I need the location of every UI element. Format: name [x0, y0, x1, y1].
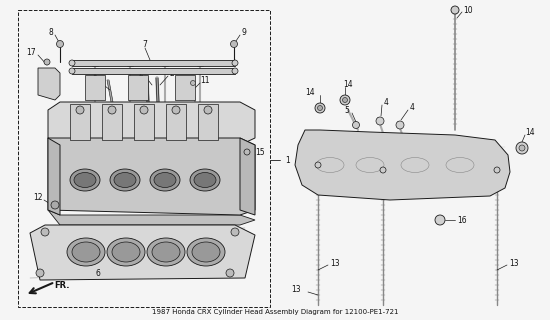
Text: 13: 13 — [509, 259, 519, 268]
Text: 14: 14 — [525, 127, 535, 137]
Circle shape — [108, 106, 116, 114]
Text: 7: 7 — [142, 39, 147, 49]
Ellipse shape — [194, 172, 216, 188]
Bar — [18, 10, 270, 307]
Circle shape — [226, 269, 234, 277]
Ellipse shape — [69, 60, 75, 66]
Ellipse shape — [232, 60, 238, 66]
Circle shape — [44, 59, 50, 65]
Ellipse shape — [74, 172, 96, 188]
Circle shape — [519, 145, 525, 151]
Polygon shape — [48, 210, 255, 225]
Ellipse shape — [147, 238, 185, 266]
Text: 2: 2 — [169, 68, 174, 77]
Ellipse shape — [150, 169, 180, 191]
Text: 16: 16 — [457, 215, 467, 225]
Circle shape — [494, 167, 500, 173]
Circle shape — [317, 106, 322, 110]
Circle shape — [435, 215, 445, 225]
Text: 17: 17 — [26, 47, 36, 57]
Circle shape — [36, 269, 44, 277]
Circle shape — [231, 228, 239, 236]
Circle shape — [353, 122, 360, 129]
Text: 3: 3 — [92, 75, 97, 84]
Circle shape — [343, 98, 348, 102]
Polygon shape — [128, 75, 148, 100]
Polygon shape — [102, 104, 122, 140]
Ellipse shape — [190, 169, 220, 191]
Ellipse shape — [192, 242, 220, 262]
Ellipse shape — [110, 169, 140, 191]
Text: 1987 Honda CRX Cylinder Head Assembly Diagram for 12100-PE1-721: 1987 Honda CRX Cylinder Head Assembly Di… — [152, 309, 398, 315]
Text: 6: 6 — [96, 268, 101, 277]
Ellipse shape — [72, 242, 100, 262]
Circle shape — [376, 117, 384, 125]
Circle shape — [204, 106, 212, 114]
Polygon shape — [72, 68, 235, 74]
Text: 8: 8 — [48, 28, 53, 36]
Circle shape — [190, 81, 195, 85]
Circle shape — [516, 142, 528, 154]
Polygon shape — [175, 75, 195, 100]
Polygon shape — [166, 104, 186, 140]
Polygon shape — [72, 60, 235, 66]
Circle shape — [315, 162, 321, 168]
Polygon shape — [48, 138, 60, 215]
Text: 11: 11 — [200, 76, 210, 84]
Polygon shape — [198, 104, 218, 140]
Ellipse shape — [112, 242, 140, 262]
Circle shape — [41, 228, 49, 236]
Polygon shape — [85, 75, 105, 100]
Circle shape — [140, 106, 148, 114]
Text: 12: 12 — [33, 193, 43, 202]
Text: 5: 5 — [344, 106, 349, 115]
Ellipse shape — [154, 172, 176, 188]
Circle shape — [76, 106, 84, 114]
Polygon shape — [134, 104, 154, 140]
Ellipse shape — [152, 242, 180, 262]
Circle shape — [340, 95, 350, 105]
Circle shape — [380, 167, 386, 173]
Circle shape — [172, 106, 180, 114]
Circle shape — [244, 149, 250, 155]
Text: 10: 10 — [463, 5, 473, 14]
Circle shape — [451, 6, 459, 14]
Text: 2: 2 — [139, 68, 144, 77]
Ellipse shape — [187, 238, 225, 266]
Polygon shape — [30, 225, 255, 280]
Polygon shape — [48, 138, 255, 215]
Polygon shape — [48, 102, 255, 145]
Polygon shape — [38, 68, 60, 100]
Text: 15: 15 — [255, 148, 265, 156]
Text: 4: 4 — [410, 102, 415, 111]
Ellipse shape — [67, 238, 105, 266]
Polygon shape — [240, 138, 255, 215]
Text: 13: 13 — [292, 285, 301, 294]
Ellipse shape — [232, 68, 238, 74]
Text: FR.: FR. — [54, 281, 70, 290]
Text: 14: 14 — [343, 79, 353, 89]
Circle shape — [57, 41, 63, 47]
Circle shape — [315, 103, 325, 113]
Polygon shape — [70, 104, 90, 140]
Circle shape — [230, 41, 238, 47]
Text: 14: 14 — [305, 87, 315, 97]
Ellipse shape — [70, 169, 100, 191]
Text: 13: 13 — [330, 259, 340, 268]
Ellipse shape — [114, 172, 136, 188]
Polygon shape — [295, 130, 510, 200]
Circle shape — [396, 121, 404, 129]
Text: 9: 9 — [241, 28, 246, 36]
Ellipse shape — [69, 68, 75, 74]
Ellipse shape — [107, 238, 145, 266]
Text: 4: 4 — [383, 98, 388, 107]
Text: 1: 1 — [285, 156, 290, 164]
Circle shape — [51, 201, 59, 209]
